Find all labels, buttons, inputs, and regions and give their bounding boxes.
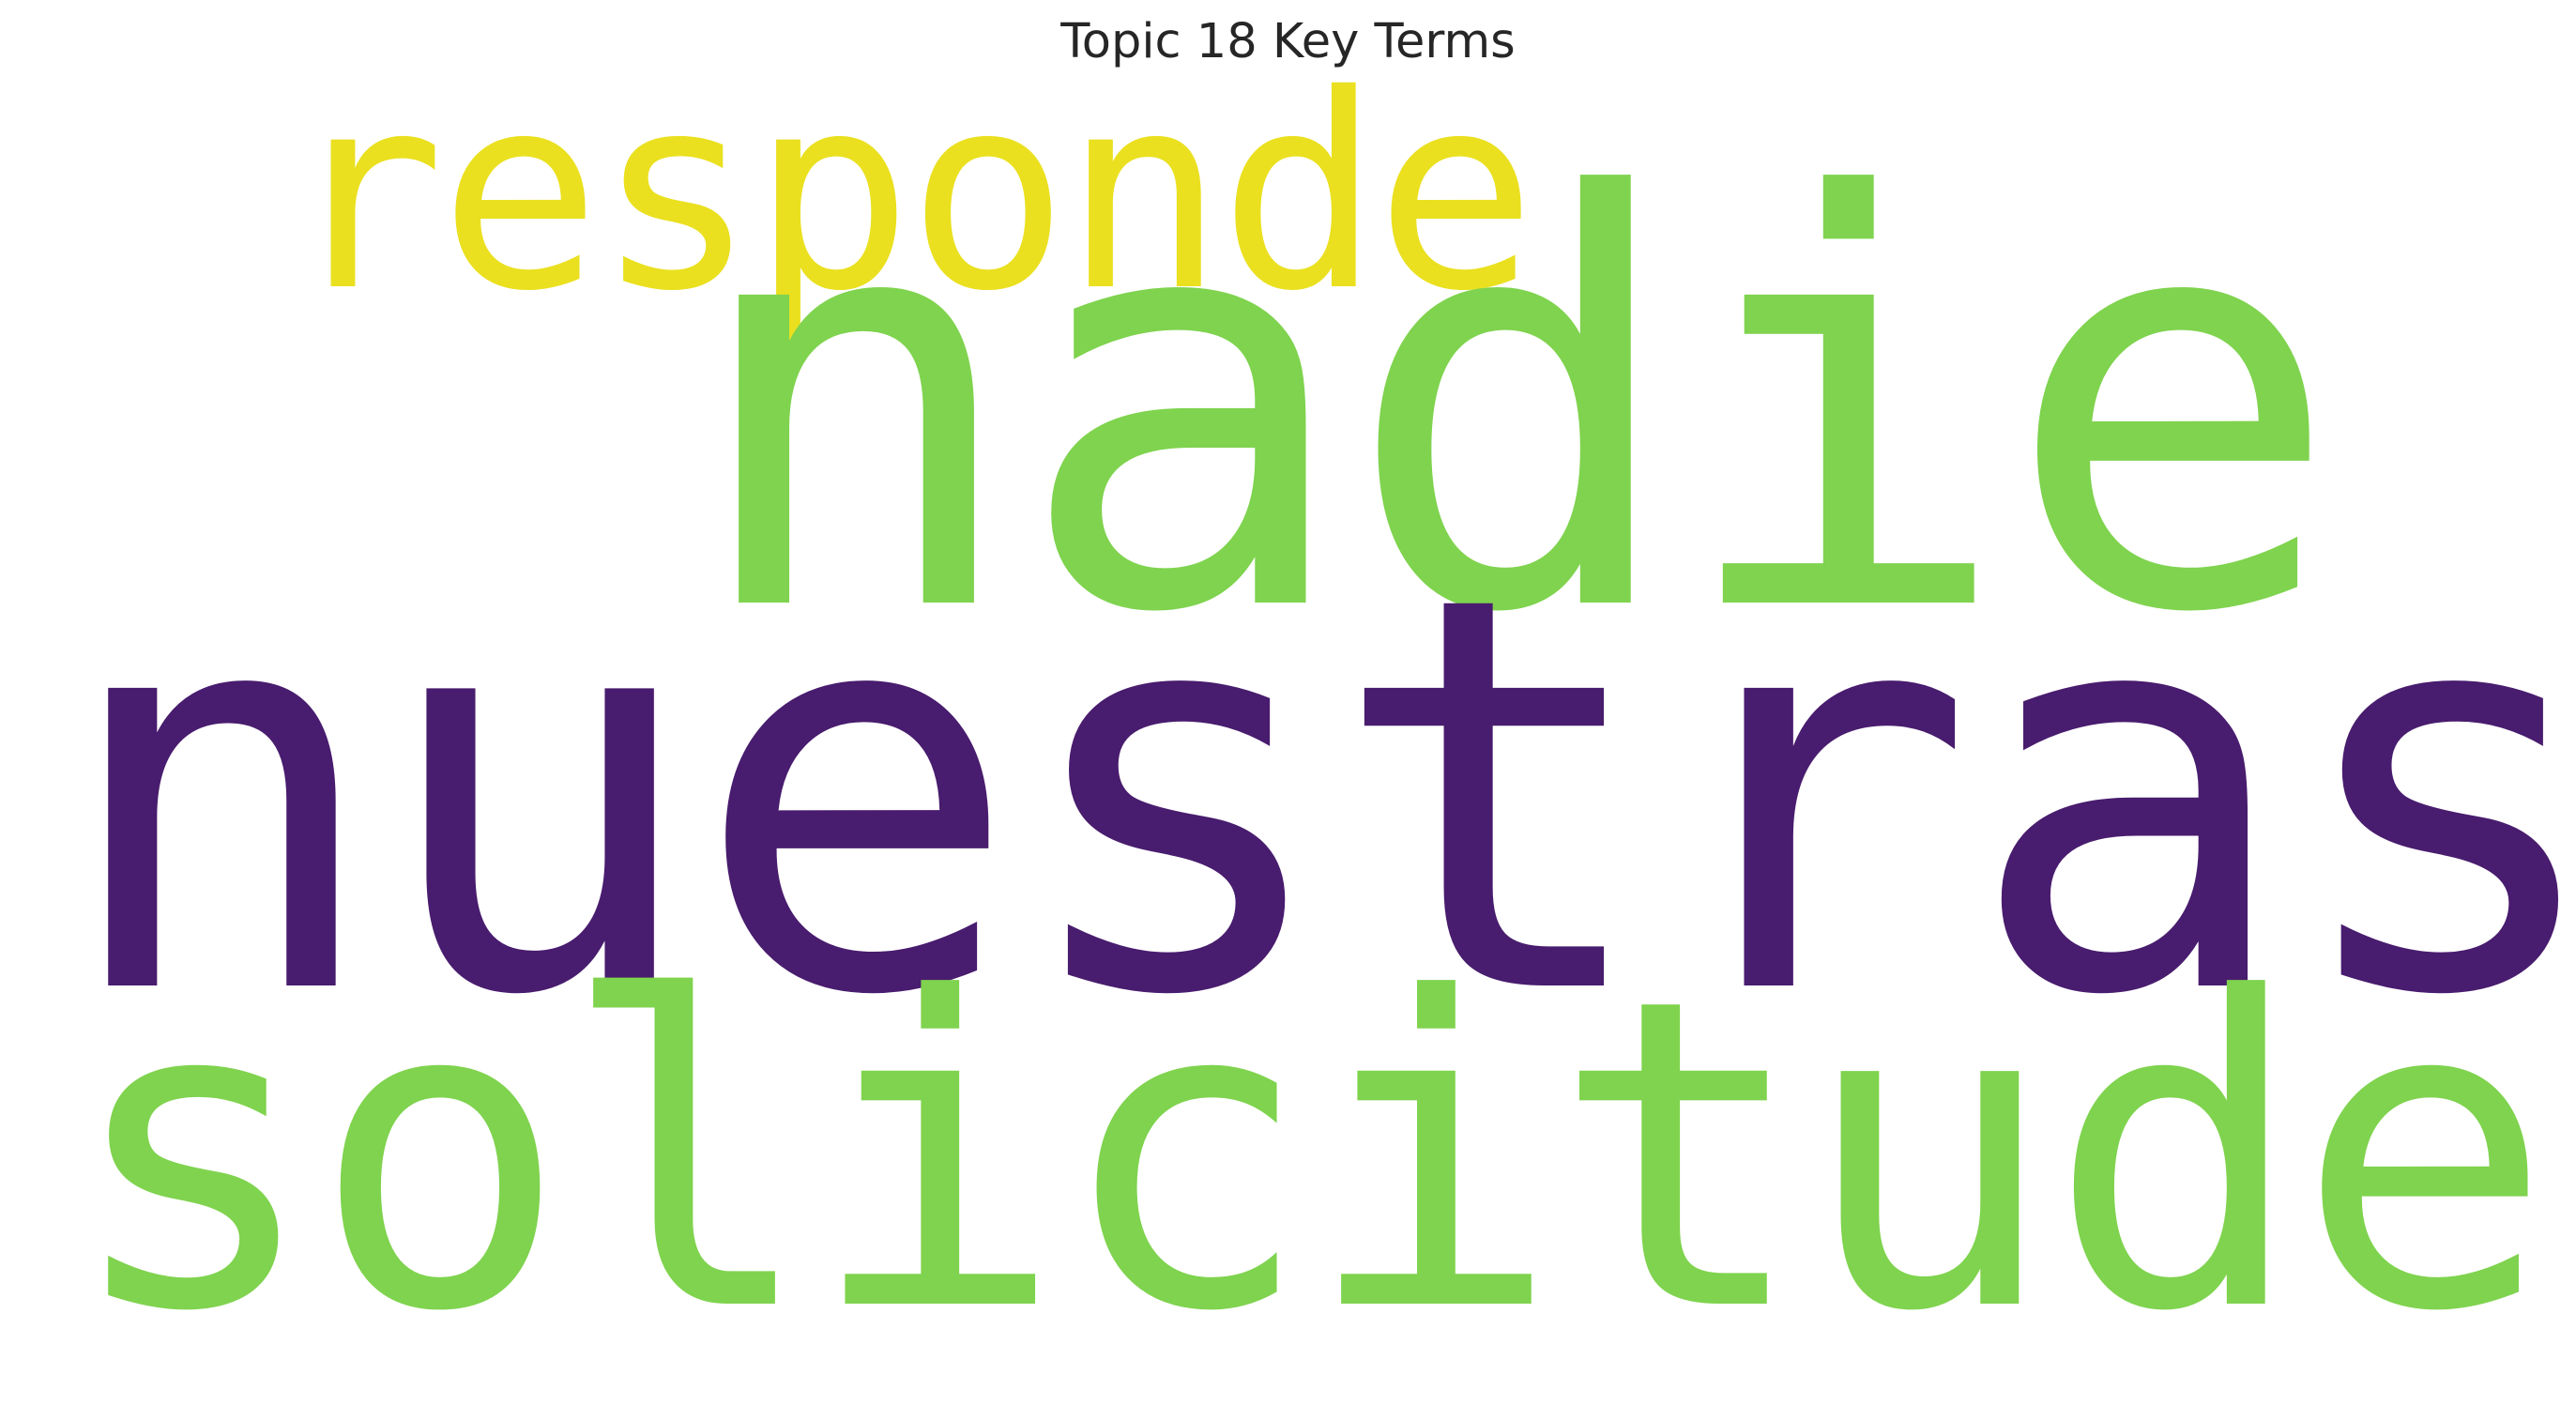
word-cloud: responde nadie nuestras solicitudes — [56, 38, 2576, 1405]
word-solicitudes: solicitudes — [64, 909, 2576, 1405]
word-responde: responde — [283, 38, 1536, 350]
word-nadie: nadie — [685, 80, 2342, 736]
chart-title: Topic 18 Key Terms — [1060, 14, 1516, 69]
word-nuestras: nuestras — [56, 481, 2576, 1114]
